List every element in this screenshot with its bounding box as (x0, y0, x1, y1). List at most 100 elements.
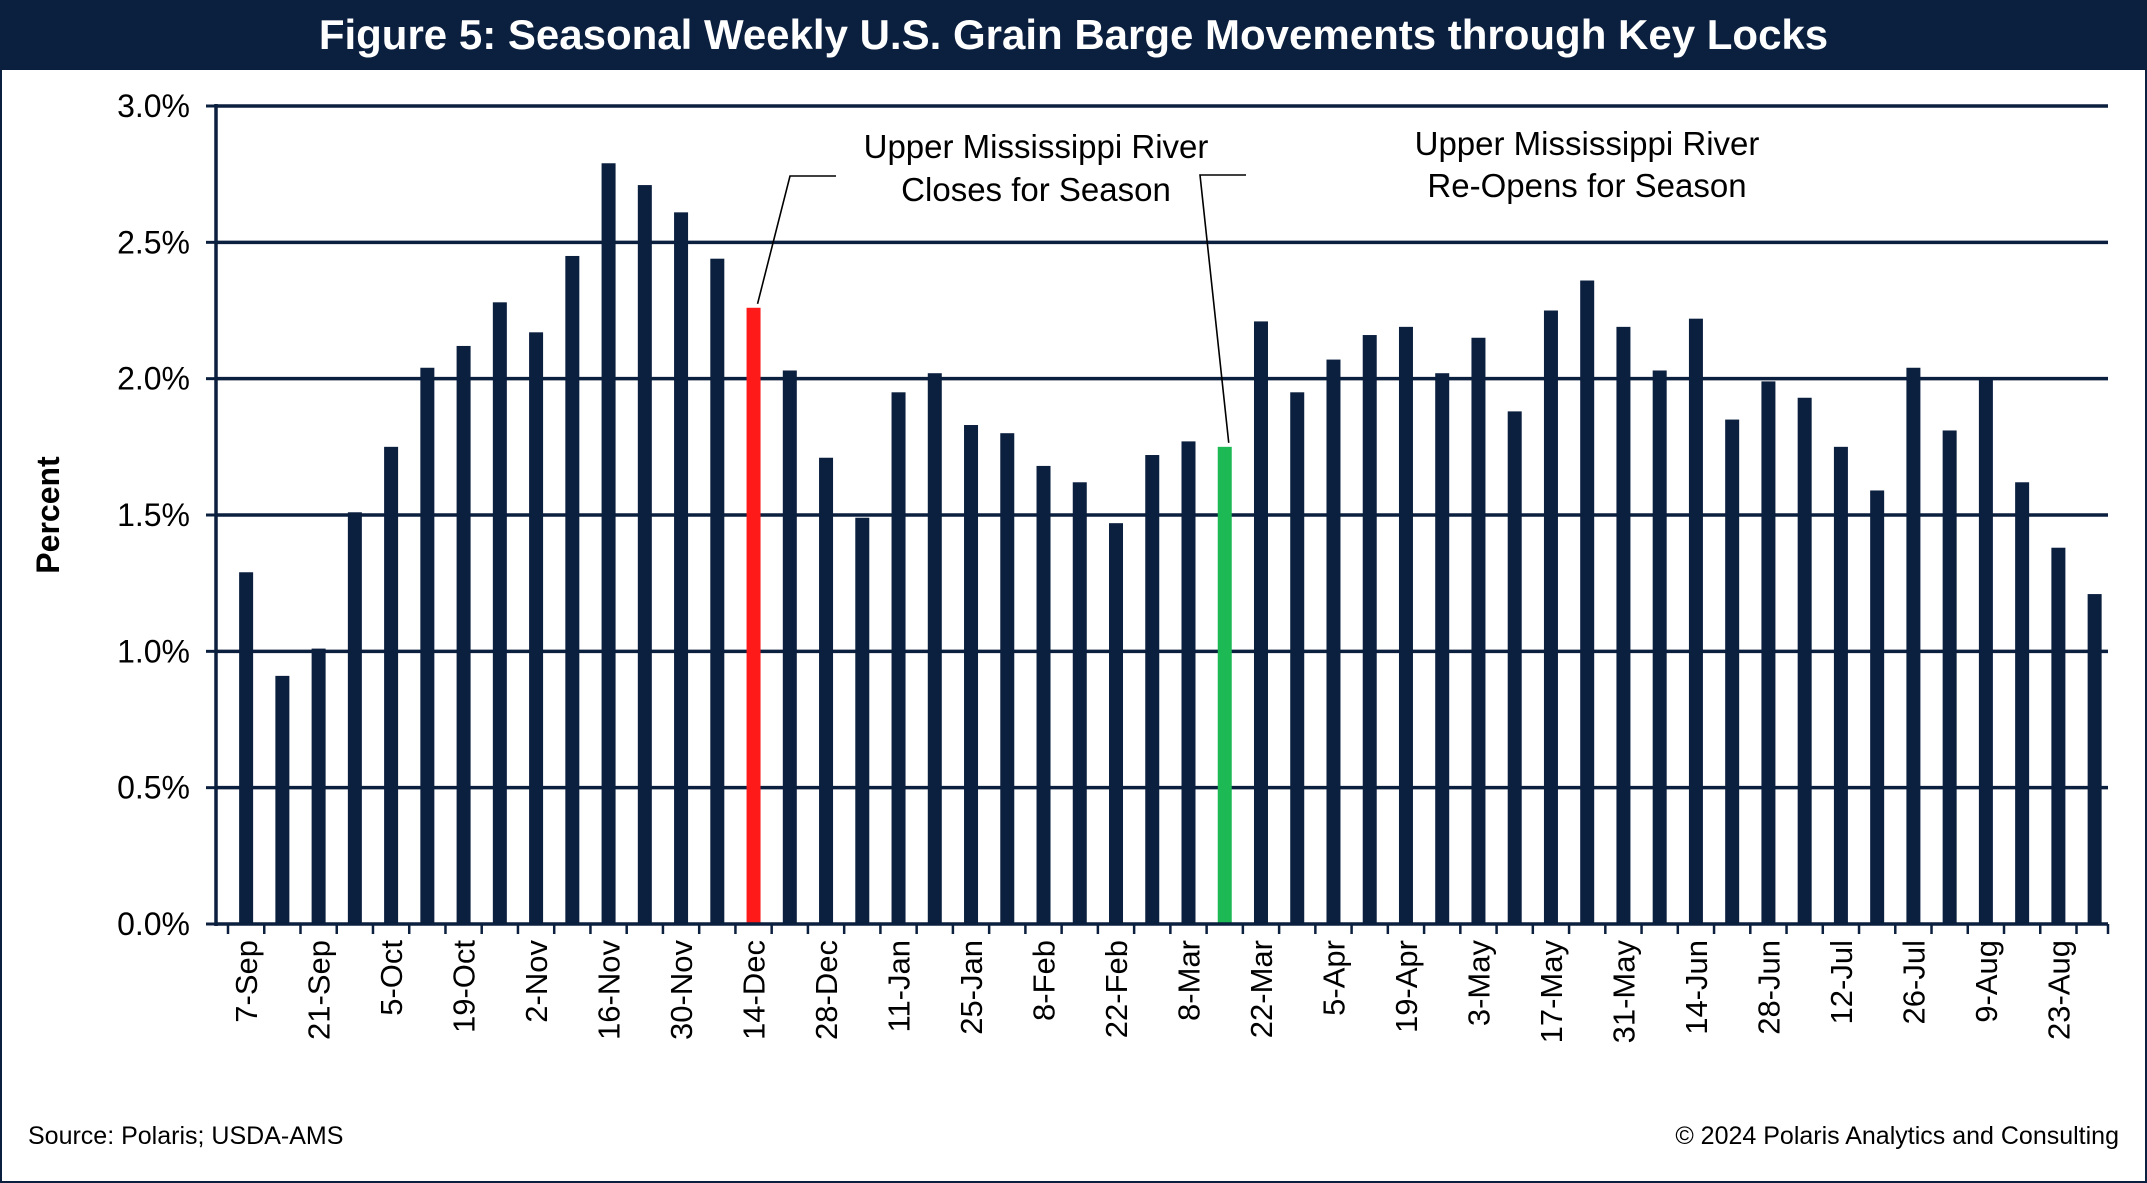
x-tick-label: 22-Mar (1244, 940, 1279, 1038)
bar (1652, 370, 1667, 924)
x-tick-label: 25-Jan (954, 940, 989, 1035)
x-tick-label: 17-May (1534, 940, 1569, 1044)
x-tick-label: 26-Jul (1896, 940, 1931, 1024)
bar (1072, 482, 1087, 924)
bar (2087, 594, 2102, 924)
bar (311, 648, 326, 924)
y-tick-label: 3.0% (117, 88, 190, 124)
x-tick-label: 12-Jul (1824, 940, 1859, 1024)
bar-series (239, 163, 2102, 925)
x-tick-label: 31-May (1606, 940, 1641, 1044)
x-tick-label: 8-Mar (1171, 940, 1206, 1021)
bar (1942, 430, 1957, 924)
bar (1833, 446, 1848, 924)
annotation-text: Upper Mississippi River (1415, 125, 1760, 162)
annotation-text: Closes for Season (901, 171, 1171, 208)
bar (891, 392, 906, 924)
y-tick-label: 0.0% (117, 906, 190, 942)
bar (1870, 490, 1885, 924)
x-tick-label: 28-Jun (1751, 940, 1786, 1035)
x-tick-label: 14-Jun (1679, 940, 1714, 1035)
bar (1290, 392, 1305, 924)
x-tick-label: 2-Nov (519, 940, 554, 1023)
x-tick-label: 19-Oct (447, 940, 482, 1033)
bar (2051, 547, 2066, 924)
x-tick-label: 30-Nov (664, 940, 699, 1040)
bar (1145, 455, 1160, 924)
bar (239, 572, 254, 924)
x-tick-label: 21-Sep (302, 940, 337, 1040)
x-tick-label: 28-Dec (809, 940, 844, 1040)
bar (637, 185, 652, 924)
bar (1471, 337, 1486, 924)
x-tick-label: 16-Nov (592, 940, 627, 1040)
bar (746, 307, 761, 924)
x-tick-label: 19-Apr (1389, 940, 1424, 1033)
bar (1109, 523, 1124, 924)
bar (1616, 326, 1631, 924)
axes (214, 104, 2110, 934)
annotation-text: Re-Opens for Season (1427, 167, 1746, 204)
bar (1725, 419, 1740, 924)
bar (1000, 433, 1015, 924)
bar (1978, 378, 1993, 925)
y-axis-label: Percent (30, 456, 66, 574)
bar (275, 675, 290, 924)
bar (1217, 446, 1232, 924)
bar (347, 512, 362, 924)
y-tick-label: 0.5% (117, 770, 190, 806)
bar (601, 163, 616, 924)
x-tick-label: 5-Oct (374, 940, 409, 1016)
bar (1326, 359, 1341, 925)
bar (927, 373, 942, 924)
x-tick-labels: 7-Sep 21-Sep 5-Oct 19-Oct 2-Nov 16-Nov 30-Nov 1… (229, 940, 2076, 1044)
bar-chart: 0.0% 0.5% 1.0% 1.5% 2.0% 2.5% 3.0% 7-Sep 21-Sep… (30, 88, 2110, 1044)
bar (2015, 482, 2030, 924)
y-tick-label: 2.0% (117, 361, 190, 397)
chart-title: Figure 5: Seasonal Weekly U.S. Grain Bar… (318, 11, 1829, 58)
bar (1580, 280, 1595, 924)
x-tick-label: 22-Feb (1099, 940, 1134, 1038)
x-tick-label: 7-Sep (229, 940, 264, 1023)
bar (782, 370, 797, 924)
x-tick-label: 8-Feb (1027, 940, 1062, 1021)
source-note: Source: Polaris; USDA-AMS (28, 1122, 344, 1150)
bar (819, 457, 834, 924)
y-tick-label: 1.0% (117, 633, 190, 669)
bar (492, 302, 507, 924)
bar (1906, 367, 1921, 924)
bar (855, 517, 870, 924)
bar (1362, 335, 1377, 924)
x-tick-label: 14-Dec (737, 940, 772, 1040)
bar (1398, 326, 1413, 924)
x-tick-label: 3-May (1461, 940, 1496, 1027)
x-tick-label: 9-Aug (1969, 940, 2004, 1023)
bar (1507, 411, 1522, 924)
x-tick-label: 11-Jan (882, 940, 917, 1033)
bar (420, 367, 435, 924)
x-tick-label: 5-Apr (1316, 940, 1351, 1016)
bar (1181, 441, 1196, 924)
bar (1797, 397, 1812, 925)
bar (565, 255, 580, 924)
y-tick-labels: 0.0% 0.5% 1.0% 1.5% 2.0% 2.5% 3.0% (117, 88, 190, 942)
bar (710, 258, 725, 924)
bar (384, 446, 399, 924)
title-bar (0, 0, 2147, 70)
bar (964, 425, 979, 924)
copyright-note: © 2024 Polaris Analytics and Consulting (1675, 1122, 2119, 1150)
bar (456, 345, 471, 924)
bar (1688, 318, 1703, 924)
bar (1543, 310, 1558, 924)
callout-line (756, 175, 836, 304)
bar (529, 332, 544, 924)
annotations: Upper Mississippi River Closes for Season… (756, 125, 1760, 443)
callout-line (1199, 174, 1246, 443)
bar (1036, 465, 1051, 924)
bar (1253, 321, 1268, 924)
x-tick-label: 23-Aug (2041, 940, 2076, 1040)
bar (1761, 381, 1776, 925)
bar (1435, 373, 1450, 924)
annotation-text: Upper Mississippi River (864, 128, 1209, 165)
y-tick-label: 2.5% (117, 224, 190, 260)
